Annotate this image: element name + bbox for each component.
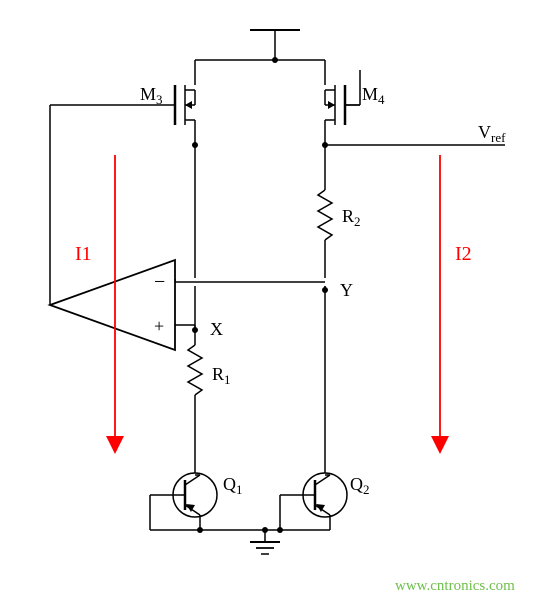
q1-label: Q bbox=[223, 474, 236, 494]
q2-sub: 2 bbox=[363, 482, 370, 497]
bjt-q1: Q1 bbox=[150, 473, 243, 530]
circuit-diagram: M3 M4 Vref X bbox=[0, 0, 543, 603]
bjt-q2: Q2 bbox=[280, 473, 370, 530]
node-y-label: Y bbox=[340, 280, 353, 300]
vdd-rail bbox=[250, 30, 300, 63]
m3-sub: 3 bbox=[156, 92, 163, 107]
r1-sub: 1 bbox=[224, 372, 231, 387]
vref-node: Vref bbox=[325, 122, 506, 145]
i2-label: I2 bbox=[455, 243, 472, 265]
m3-label: M bbox=[140, 84, 156, 104]
i1-label: I1 bbox=[75, 243, 92, 265]
node-x-label: X bbox=[210, 319, 223, 339]
current-i2-arrow: I2 bbox=[440, 155, 472, 445]
vref-label: V bbox=[478, 122, 491, 142]
svg-text:Q1: Q1 bbox=[223, 474, 243, 497]
mosfet-m4: M4 bbox=[165, 60, 385, 148]
opamp: − + bbox=[50, 260, 325, 350]
svg-text:Q2: Q2 bbox=[350, 474, 370, 497]
watermark-text: www.cntronics.com bbox=[395, 578, 515, 594]
r1-label: R bbox=[212, 364, 224, 384]
q1-sub: 1 bbox=[236, 482, 243, 497]
svg-text:Vref: Vref bbox=[478, 122, 506, 145]
r2-sub: 2 bbox=[354, 214, 361, 229]
vref-sub: ref bbox=[491, 130, 506, 145]
q2-label: Q bbox=[350, 474, 363, 494]
m4-sub: 4 bbox=[378, 92, 385, 107]
m4-label: M bbox=[362, 84, 378, 104]
opamp-minus: − bbox=[154, 271, 165, 293]
left-branch: X bbox=[192, 145, 223, 339]
svg-text:R1: R1 bbox=[212, 364, 231, 387]
svg-text:M4: M4 bbox=[362, 84, 385, 107]
r2-label: R bbox=[342, 206, 354, 226]
resistor-r1: R1 bbox=[188, 330, 231, 475]
svg-text:M3: M3 bbox=[140, 84, 163, 107]
opamp-plus: + bbox=[154, 316, 164, 336]
resistor-r2: R2 Y bbox=[318, 145, 361, 475]
svg-text:R2: R2 bbox=[342, 206, 361, 229]
